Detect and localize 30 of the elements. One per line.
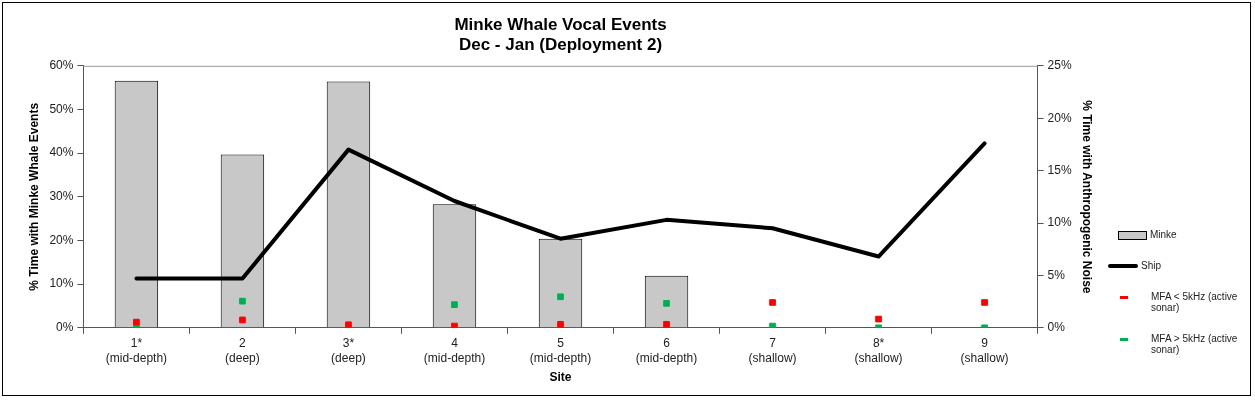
y-tick-label: 20% — [49, 232, 74, 247]
y2-tick-label: 5% — [1047, 267, 1066, 282]
x-tick-label: 4 (mid-depth) — [423, 336, 486, 365]
legend-label: MFA < 5kHz (active sonar) — [1151, 291, 1239, 313]
x-axis-title: Site — [549, 370, 572, 385]
y2-axis-title: % Time with Anthropogenic Noise — [1080, 100, 1095, 294]
x-tick-label: 1* (mid-depth) — [105, 336, 168, 365]
y2-tick-label: 10% — [1047, 215, 1072, 230]
y2-tick-label: 25% — [1047, 58, 1072, 73]
x-tick-label: 7 (shallow) — [748, 336, 797, 365]
x-tick-label: 2 (deep) — [225, 336, 260, 365]
y2-tick-label: 20% — [1047, 110, 1072, 125]
y-tick-label: 10% — [49, 276, 74, 291]
y2-tick-label: 15% — [1047, 162, 1072, 177]
y-tick-label: 0% — [56, 320, 74, 335]
legend-label: Minke — [1150, 229, 1177, 240]
y-tick-label: 60% — [49, 58, 74, 73]
x-tick-label: 6 (mid-depth) — [635, 336, 698, 365]
legend-label: Ship — [1141, 260, 1162, 271]
x-tick-label: 8* (shallow) — [854, 336, 903, 365]
legend-label: MFA > 5kHz (active sonar) — [1151, 333, 1239, 355]
y-tick-label: 30% — [49, 189, 74, 204]
y-tick-label: 50% — [49, 101, 74, 116]
x-tick-label: 3* (deep) — [331, 336, 366, 365]
x-tick-label: 9 (shallow) — [960, 336, 1009, 365]
x-tick-label: 5 (mid-depth) — [529, 336, 592, 365]
y2-tick-label: 0% — [1047, 320, 1066, 335]
y-axis-title: % Time with Minke Whale Events — [26, 102, 41, 291]
chart-title: Minke Whale Vocal Events Dec - Jan (Deployment 2) — [454, 14, 667, 55]
y-tick-label: 40% — [49, 145, 74, 160]
